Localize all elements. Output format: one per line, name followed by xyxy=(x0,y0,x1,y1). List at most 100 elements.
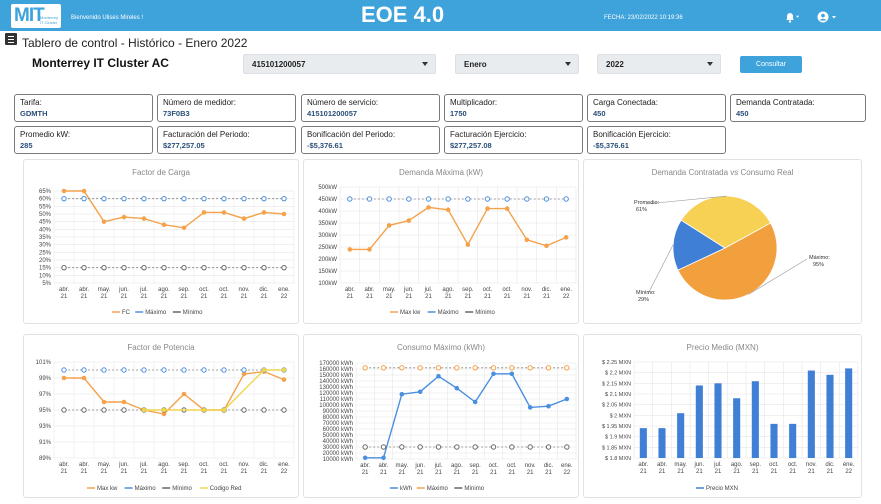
year-select[interactable]: 2022 xyxy=(597,54,721,74)
x-tick-label: abr. xyxy=(79,462,89,468)
pie-leader-line xyxy=(647,244,674,295)
x-tick-label: 21 xyxy=(101,294,108,300)
x-tick-label: abr. xyxy=(360,463,370,469)
data-point xyxy=(81,407,87,413)
data-point xyxy=(472,399,478,405)
x-tick-label: nov. xyxy=(806,462,817,468)
data-point xyxy=(435,365,442,371)
info-card: Promedio kW: 285 xyxy=(14,126,153,154)
x-tick-label: 21 xyxy=(771,469,778,475)
data-point xyxy=(241,216,247,221)
x-tick-label: dic. xyxy=(542,287,552,293)
x-tick-label: 21 xyxy=(366,294,373,300)
data-point xyxy=(546,403,551,409)
data-point xyxy=(101,407,107,413)
data-point xyxy=(161,264,167,271)
data-point xyxy=(221,264,227,271)
data-point xyxy=(491,371,496,377)
legend-label: Máximo xyxy=(438,310,460,316)
data-point xyxy=(141,216,147,221)
x-tick-label: nov. xyxy=(525,463,536,469)
y-tick-label: 60000 kWh xyxy=(323,427,353,433)
x-tick-label: oct. xyxy=(502,287,512,293)
x-tick-label: jun. xyxy=(693,462,704,468)
x-tick-label: 21 xyxy=(417,470,424,476)
data-point xyxy=(121,264,127,271)
y-tick-label: 110000 kWh xyxy=(320,397,353,403)
price-bar xyxy=(658,428,666,458)
info-card-value: 450 xyxy=(593,109,606,118)
data-point xyxy=(201,407,207,413)
consultar-button[interactable]: Consultar xyxy=(740,56,802,73)
x-tick-label: oct. xyxy=(199,462,209,468)
x-tick-label: 21 xyxy=(181,469,188,475)
y-tick-label: 100000 kWh xyxy=(319,403,353,409)
info-card-label: Bonificación del Periodo: xyxy=(307,130,396,139)
data-point xyxy=(417,389,423,395)
month-select[interactable]: Enero xyxy=(455,54,579,74)
data-point xyxy=(417,365,423,371)
data-point xyxy=(564,444,570,450)
x-tick-label: oct. xyxy=(489,463,499,469)
hamburger-menu-icon[interactable] xyxy=(5,33,17,45)
x-tick-label: 21 xyxy=(472,470,479,476)
data-point xyxy=(380,365,387,371)
info-card-label: Multiplicador: xyxy=(450,98,498,107)
data-point xyxy=(490,444,497,450)
precio-medio-chart: $ 1.8 MXN $ 1.85 MXN $ 1.9 MXN $ 1.95 MXN $ … xyxy=(602,360,859,492)
data-point xyxy=(161,367,167,373)
y-tick-label: $ 2.25 MXN xyxy=(602,360,631,366)
data-point xyxy=(81,188,87,194)
data-point xyxy=(366,196,373,202)
data-point xyxy=(281,211,287,217)
x-tick-label: 21 xyxy=(241,294,248,300)
data-point xyxy=(454,385,460,391)
x-tick-label: 21 xyxy=(435,470,442,476)
y-tick-label: $ 1.9 MXN xyxy=(605,435,631,441)
top-bar: MIT Monterrey IT Cluster Bienvenido Ulis… xyxy=(0,0,881,31)
x-tick-label: ene. xyxy=(560,287,572,293)
data-point xyxy=(465,196,471,202)
info-card-value: -$5,376.61 xyxy=(307,141,343,150)
x-tick-label: 21 xyxy=(261,469,268,475)
legend-label: Máximo xyxy=(427,486,449,492)
info-card: Número de medidor: 73F0B3 xyxy=(157,94,296,122)
data-point xyxy=(362,365,368,371)
y-tick-label: 93% xyxy=(39,424,52,430)
y-tick-label: 160000 kWh xyxy=(319,367,353,373)
data-point xyxy=(101,367,107,373)
y-tick-label: $ 2 MXN xyxy=(610,413,631,419)
x-tick-label: 21 xyxy=(453,470,460,476)
y-tick-label: 50% xyxy=(39,212,52,218)
data-point xyxy=(563,235,569,240)
data-point xyxy=(436,373,441,379)
data-point xyxy=(201,210,207,215)
pie-slice-value: 95% xyxy=(813,262,824,268)
data-point xyxy=(161,407,167,413)
y-tick-label: 55% xyxy=(39,204,52,210)
price-bar xyxy=(639,428,647,458)
info-card-value: $277,257.05 xyxy=(163,141,205,150)
y-tick-label: $ 2.2 MXN xyxy=(605,371,631,377)
user-account-icon[interactable] xyxy=(817,10,841,23)
y-tick-label: 170000 kWh xyxy=(319,361,353,367)
y-tick-label: 100kW xyxy=(318,281,337,287)
data-point xyxy=(221,407,227,413)
x-tick-label: dic. xyxy=(259,462,269,468)
info-card-label: Tarifa: xyxy=(20,98,42,107)
x-tick-label: 21 xyxy=(241,469,248,475)
chart-title: Consumo Máximo (kWh) xyxy=(396,343,485,352)
x-tick-label: oct. xyxy=(219,287,229,293)
x-tick-label: may. xyxy=(396,463,409,469)
x-tick-label: oct. xyxy=(483,287,493,293)
y-tick-label: 350kW xyxy=(318,221,337,227)
app-logo[interactable]: MIT Monterrey IT Cluster xyxy=(11,4,61,28)
x-tick-label: abr. xyxy=(378,463,388,469)
data-point xyxy=(81,367,87,373)
notifications-bell-icon[interactable] xyxy=(784,10,800,23)
x-tick-label: 21 xyxy=(789,469,796,475)
service-select[interactable]: 415101200057 xyxy=(243,54,436,74)
data-point xyxy=(241,371,247,377)
data-point xyxy=(527,405,533,410)
x-tick-label: may. xyxy=(383,287,396,293)
